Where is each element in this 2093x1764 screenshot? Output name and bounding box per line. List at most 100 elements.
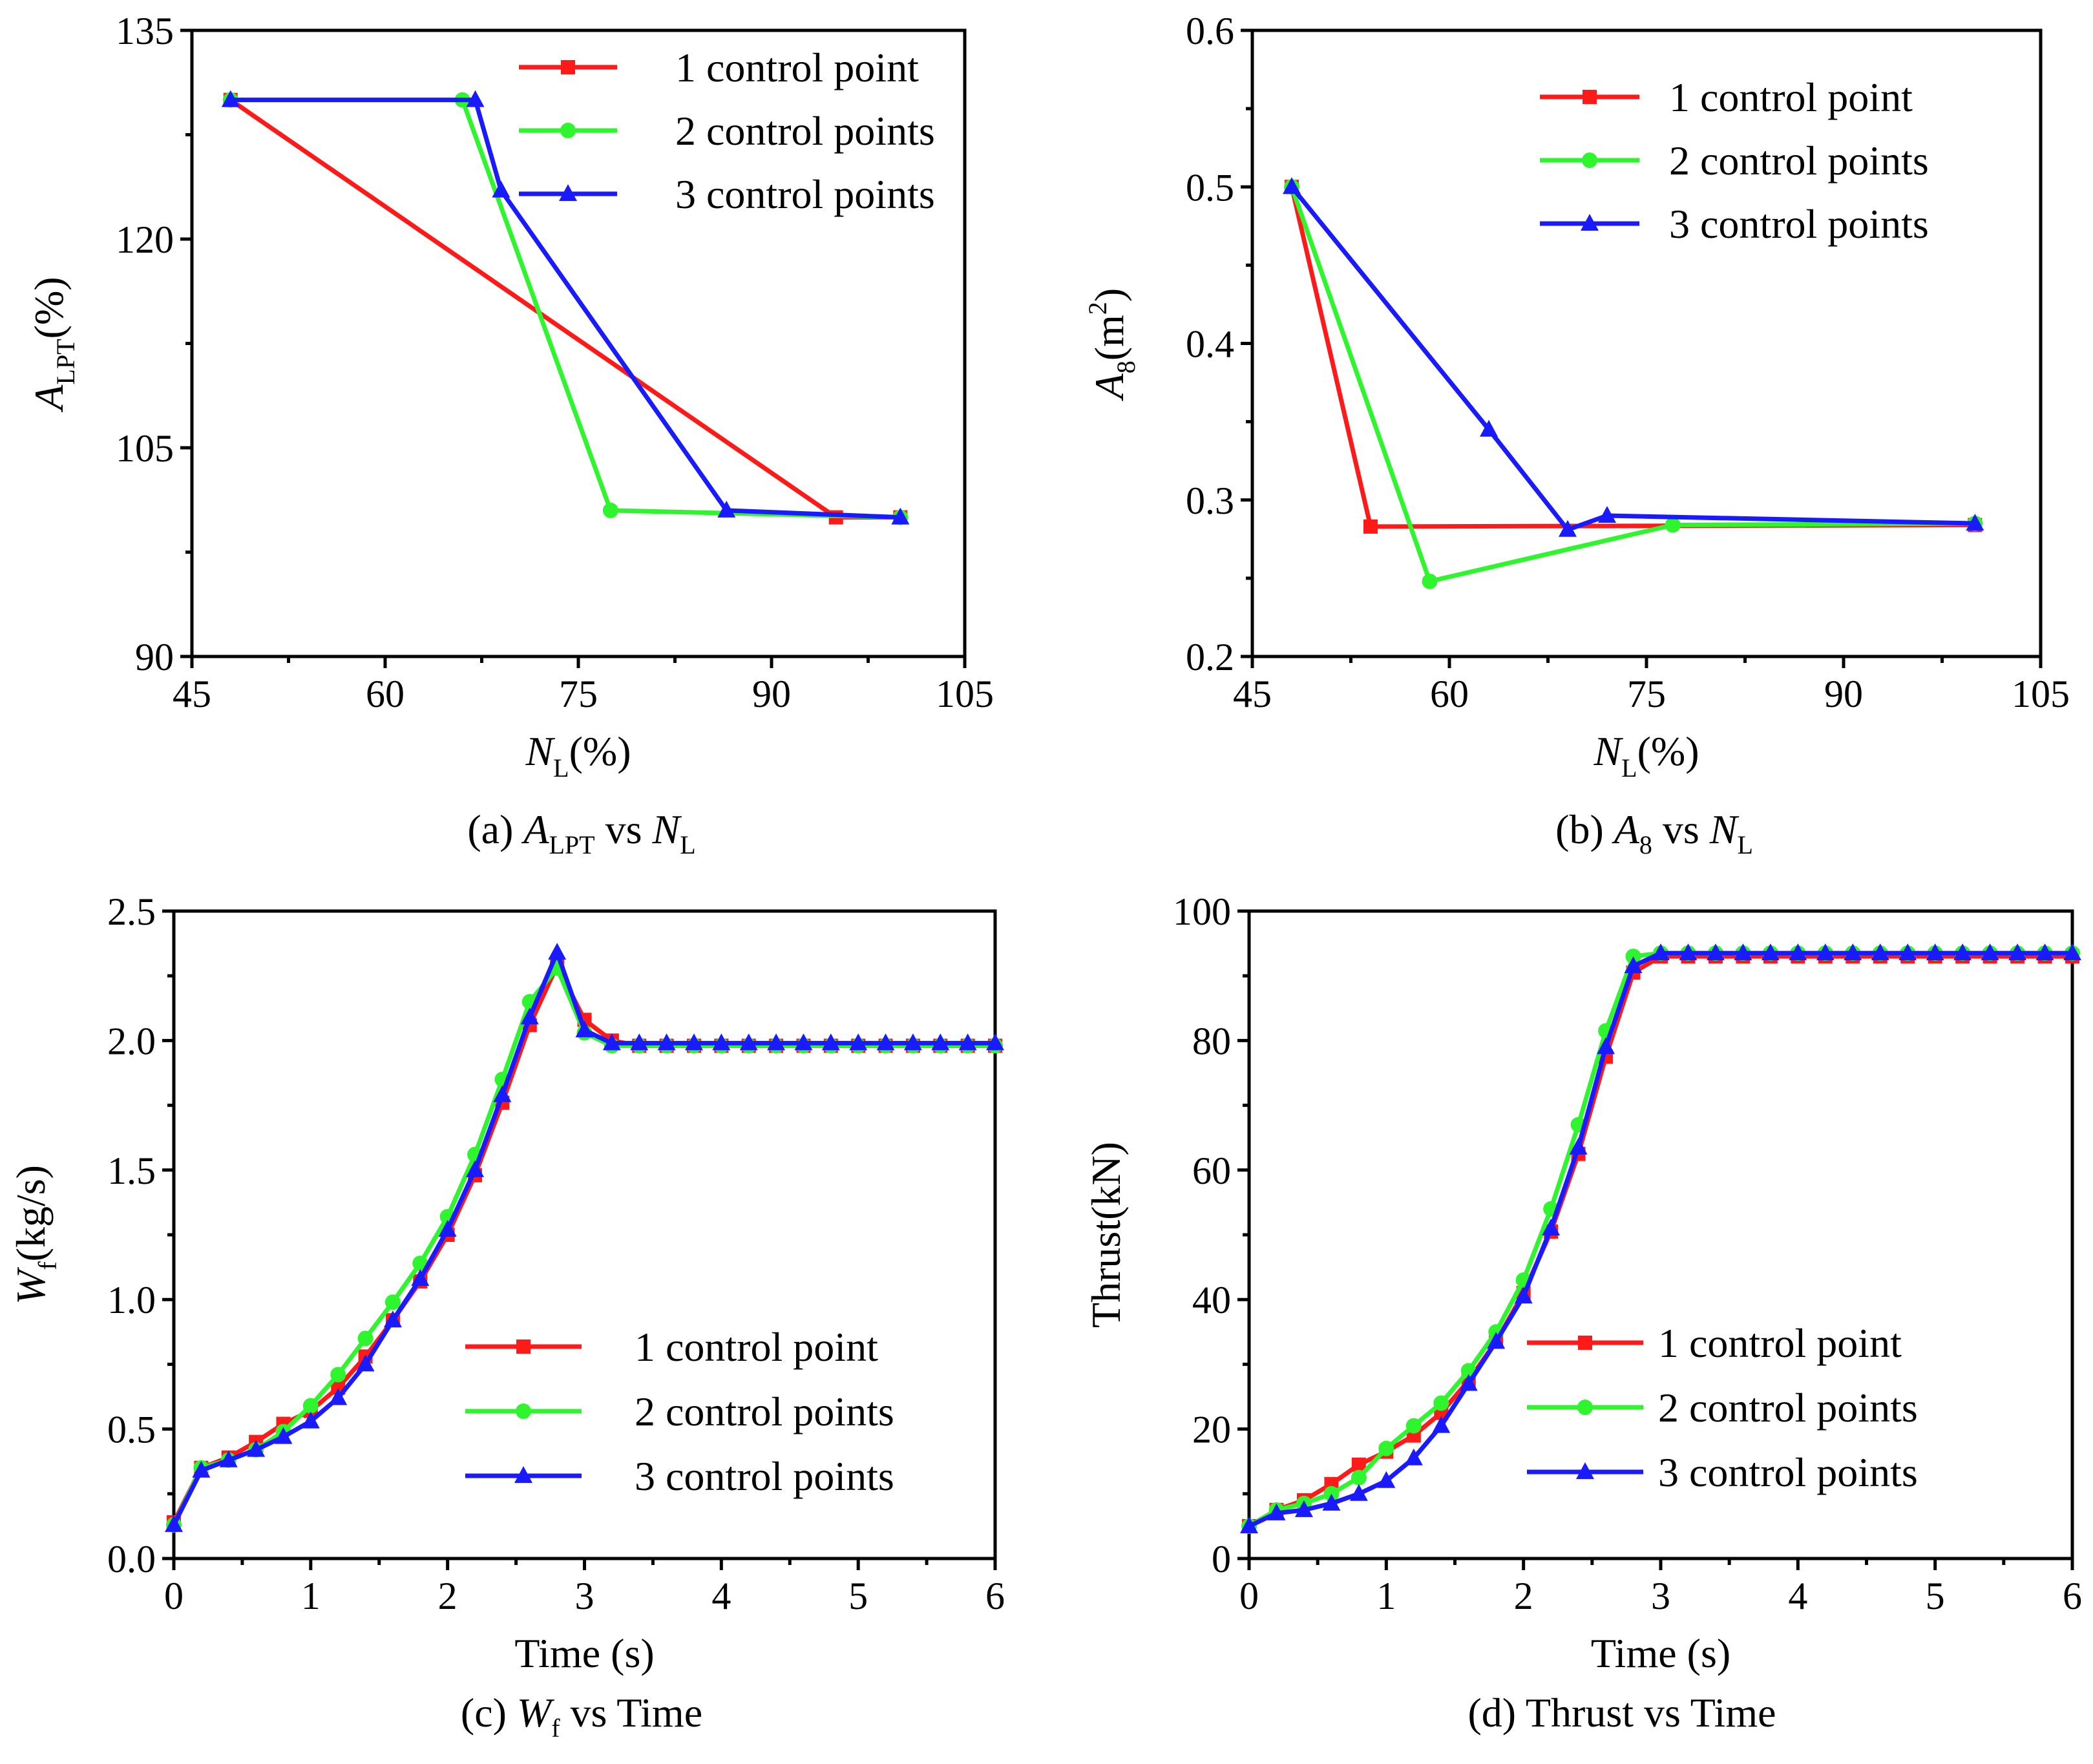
series-line-2 [230, 98, 901, 520]
data-point-series-2 [1422, 573, 1438, 589]
data-point-series-3 [1404, 1448, 1423, 1465]
panel-caption: (d) Thrust vs Time [1467, 1690, 1776, 1736]
data-point-series-2 [1378, 1440, 1394, 1456]
y-axis-label: Thrust(kN) [1083, 1142, 1129, 1328]
data-point-series-3 [329, 1388, 348, 1405]
data-point-series-3 [1981, 943, 1999, 961]
y-tick-label: 20 [1192, 1409, 1231, 1451]
data-point-series-3 [1898, 943, 1917, 961]
x-tick-label: 45 [173, 673, 211, 715]
x-axis-label: Time (s) [1591, 1630, 1730, 1676]
data-point-series-3 [466, 90, 485, 107]
y-tick-label: 135 [116, 10, 174, 52]
x-tick-label: 2 [1514, 1575, 1533, 1617]
legend-label-1: 1 control point [675, 45, 919, 90]
data-point-series-3 [2035, 943, 2054, 961]
data-point-series-3 [1377, 1471, 1396, 1488]
data-point-series-3 [1789, 943, 1807, 961]
y-tick-label: 0.3 [1186, 479, 1234, 522]
data-point-series-3 [1598, 505, 1616, 523]
data-point-series-3 [1844, 943, 1862, 961]
data-point-series-3 [1926, 943, 1944, 961]
data-point-series-2 [412, 1255, 428, 1272]
data-point-series-3 [958, 1033, 977, 1051]
x-tick-label: 75 [559, 673, 598, 715]
series-line-1 [1248, 954, 2072, 1528]
x-tick-label: 0 [164, 1575, 184, 1617]
legend-marker-2 [516, 1403, 531, 1419]
x-tick-label: 105 [936, 673, 994, 715]
y-tick-label: 105 [116, 427, 174, 470]
y-tick-label: 90 [135, 636, 174, 678]
data-point-series-3 [712, 1033, 731, 1051]
series-line-2 [171, 965, 995, 1526]
panel-caption: (a) ALPT vs NL [467, 806, 695, 859]
data-point-series-1 [1363, 519, 1378, 534]
x-tick-label: 2 [438, 1575, 458, 1617]
data-point-series-3 [1679, 943, 1698, 961]
data-point-series-3 [219, 1450, 238, 1467]
data-point-series-3 [1542, 1218, 1561, 1235]
data-point-series-2 [302, 1398, 319, 1414]
data-point-series-3 [247, 1440, 266, 1457]
data-point-series-3 [876, 1033, 895, 1051]
chart-panel-a: 45 60 75 90 105 90 105 120 135 NL(%) ALPT(%) 1 cont… [26, 10, 994, 859]
y-tick-label: 0.4 [1186, 323, 1234, 366]
y-tick-label: 0 [1212, 1538, 1231, 1580]
x-tick-label: 75 [1627, 673, 1666, 715]
legend-label-3: 3 control points [635, 1453, 894, 1499]
legend-label-3: 3 control points [1669, 201, 1929, 247]
data-point-series-3 [383, 1310, 402, 1328]
legend-label-3: 3 control points [1658, 1449, 1918, 1495]
legend-label-3: 3 control points [675, 171, 935, 217]
data-point-series-3 [821, 1033, 840, 1051]
panel-caption: (c) Wf vs Time [461, 1690, 702, 1743]
y-tick-label: 0.6 [1186, 10, 1234, 52]
data-point-series-3 [1966, 514, 1984, 531]
data-point-series-3 [1816, 943, 1835, 961]
y-tick-label: 1.0 [107, 1279, 156, 1321]
data-point-series-2 [1323, 1486, 1340, 1502]
series-line-2 [1289, 186, 1975, 584]
data-point-series-3 [903, 1033, 922, 1051]
data-point-series-3 [1597, 1037, 1615, 1055]
data-point-series-3 [657, 1033, 676, 1051]
data-point-series-3 [717, 500, 736, 518]
legend: 1 control point 2 control points 3 control… [1527, 1320, 1918, 1495]
x-tick-label: 60 [366, 673, 405, 715]
y-axis-label: Wf(kg/s) [8, 1165, 62, 1305]
panel-caption: (b) A8 vs NL [1555, 806, 1753, 859]
legend-marker-3 [1576, 1462, 1594, 1479]
y-tick-label: 2.0 [107, 1020, 156, 1062]
x-tick-label: 3 [1651, 1575, 1670, 1617]
x-axis-label: Time (s) [514, 1630, 654, 1676]
x-tick-label: 1 [1376, 1575, 1396, 1617]
data-point-series-2 [357, 1330, 373, 1347]
data-point-series-3 [767, 1033, 786, 1051]
data-point-series-3 [548, 943, 567, 960]
data-point-series-2 [602, 502, 618, 518]
data-point-series-3 [1761, 943, 1780, 961]
data-point-series-3 [794, 1033, 813, 1051]
data-point-series-3 [165, 1515, 183, 1532]
x-tick-label: 6 [985, 1575, 1005, 1617]
x-tick-label: 1 [301, 1575, 321, 1617]
data-point-series-3 [221, 90, 240, 107]
x-tick-label: 90 [752, 673, 791, 715]
data-point-series-3 [1706, 943, 1725, 961]
y-tick-label: 60 [1192, 1150, 1231, 1192]
data-point-series-3 [1322, 1493, 1341, 1511]
y-axis-label: ALPT(%) [26, 277, 80, 412]
chart-panel-c: 0 1 2 3 4 5 6 0.0 0.5 1.0 1.5 2.0 2.5 Time (s) Wf(kg/s… [8, 890, 1005, 1743]
legend-marker-2 [1582, 152, 1597, 168]
data-point-series-3 [520, 1007, 539, 1025]
legend-label-1: 1 control point [635, 1324, 878, 1370]
y-tick-label: 0.0 [107, 1538, 156, 1580]
data-point-series-3 [931, 1033, 950, 1051]
series-line-3 [1248, 950, 2072, 1529]
legend-label-2: 2 control points [675, 108, 935, 154]
legend-marker-2 [560, 123, 576, 138]
data-point-series-3 [1294, 1500, 1313, 1517]
data-point-series-3 [493, 1085, 512, 1102]
